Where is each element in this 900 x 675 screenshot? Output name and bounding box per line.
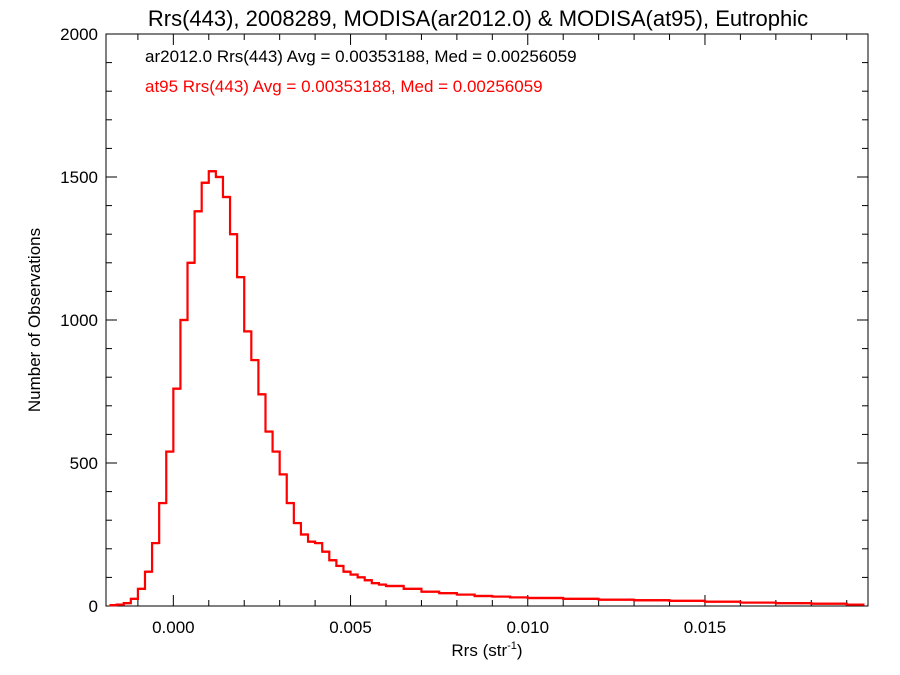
annotation-text: ar2012.0 Rrs(443) Avg = 0.00353188, Med … — [145, 47, 577, 66]
y-axis-label: Number of Observations — [25, 228, 44, 412]
y-tick-label: 1500 — [60, 168, 98, 187]
x-tick-label: 0.000 — [152, 618, 195, 637]
series-layer — [109, 170, 865, 607]
plot-frame — [105, 33, 869, 607]
y-tick-label: 2000 — [60, 25, 98, 44]
x-axis-label-close: ) — [517, 641, 523, 660]
histogram-series — [109, 170, 865, 607]
x-axis-label: Rrs (str-1) — [451, 640, 522, 660]
y-tick-label: 0 — [89, 597, 98, 616]
x-axis-label-sup: -1 — [507, 640, 517, 652]
chart-title: Rrs(443), 2008289, MODISA(ar2012.0) & MO… — [148, 6, 808, 31]
histogram-line — [109, 170, 865, 607]
x-tick-label: 0.015 — [684, 618, 727, 637]
y-tick-label: 500 — [70, 454, 98, 473]
annotations: ar2012.0 Rrs(443) Avg = 0.00353188, Med … — [145, 47, 577, 96]
annotation-text: at95 Rrs(443) Avg = 0.00353188, Med = 0.… — [145, 77, 543, 96]
x-tick-label: 0.005 — [329, 618, 372, 637]
axis-ticks: 0.000 0.005 0.010 0.015 0 500 1000 1500 2000 — [60, 25, 868, 637]
y-tick-label: 1000 — [60, 311, 98, 330]
x-tick-label: 0.010 — [506, 618, 549, 637]
x-axis-label-main: Rrs (str — [451, 641, 507, 660]
